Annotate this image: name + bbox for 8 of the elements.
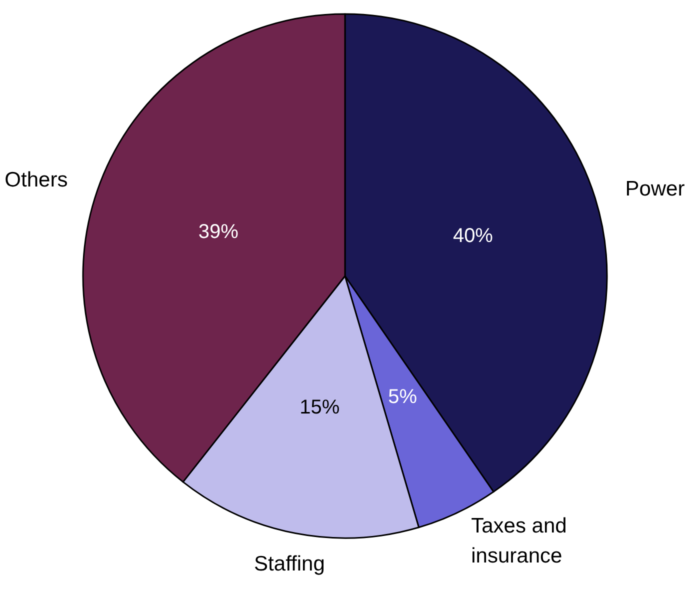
slice-label: Taxes and insurance (471, 514, 567, 568)
slice-label: Power (625, 177, 685, 200)
slice-label: Others (4, 168, 68, 192)
slice-label: Staffing (254, 552, 325, 576)
data-label: 5% (388, 386, 418, 408)
data-label: 15% (300, 396, 340, 419)
data-label: 40% (452, 225, 494, 248)
data-label: 39% (198, 221, 239, 244)
